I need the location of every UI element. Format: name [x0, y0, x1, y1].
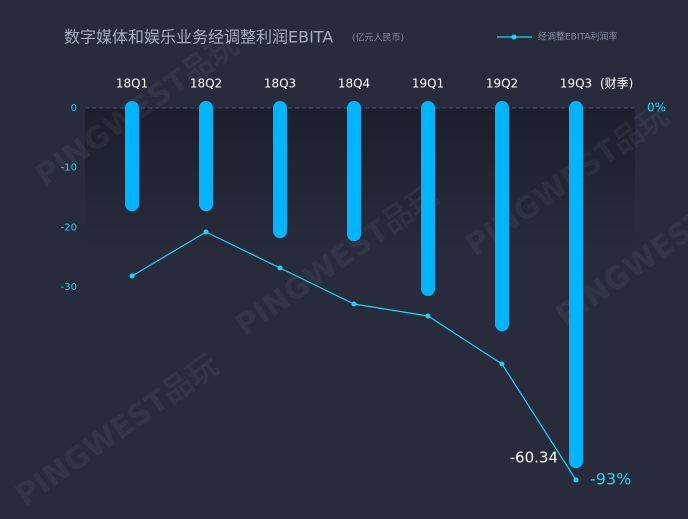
bar	[125, 101, 139, 212]
x-tick-label: 19Q3	[560, 77, 592, 91]
line-point	[499, 361, 505, 367]
chart-title: 数字媒体和娱乐业务经调整利润EBITA	[64, 28, 333, 47]
legend-label: 经调整EBITA利润率	[538, 31, 617, 43]
y2-tick-label: 0%	[647, 101, 666, 115]
y-tick-label: 0	[71, 103, 77, 114]
bar	[421, 101, 435, 297]
x-tick-label: 18Q3	[264, 77, 296, 91]
line-point	[425, 313, 431, 319]
bar	[347, 101, 361, 242]
bar	[273, 101, 287, 239]
line-point	[351, 301, 357, 307]
line-value-label: -93%	[590, 470, 631, 489]
x-tick-label: 18Q1	[116, 77, 148, 91]
x-axis-label: (财季)	[600, 77, 633, 91]
bar	[199, 101, 213, 212]
line-point	[129, 273, 135, 279]
x-tick-label: 18Q2	[190, 77, 222, 91]
bar	[495, 101, 509, 332]
y-tick-label: -10	[61, 163, 77, 174]
x-tick-label: 19Q2	[486, 77, 518, 91]
line-point	[203, 229, 209, 235]
y-tick-label: -20	[61, 222, 77, 233]
chart-subtitle: (亿元人民币)	[352, 32, 404, 44]
x-tick-label: 19Q1	[412, 77, 444, 91]
line-point	[277, 265, 283, 271]
bar	[569, 101, 583, 469]
line-point	[573, 477, 579, 483]
bar-value-label: -60.34	[510, 449, 558, 467]
x-tick-label: 18Q4	[338, 77, 370, 91]
y-tick-label: -30	[61, 282, 77, 293]
legend-swatch-point	[511, 34, 517, 40]
